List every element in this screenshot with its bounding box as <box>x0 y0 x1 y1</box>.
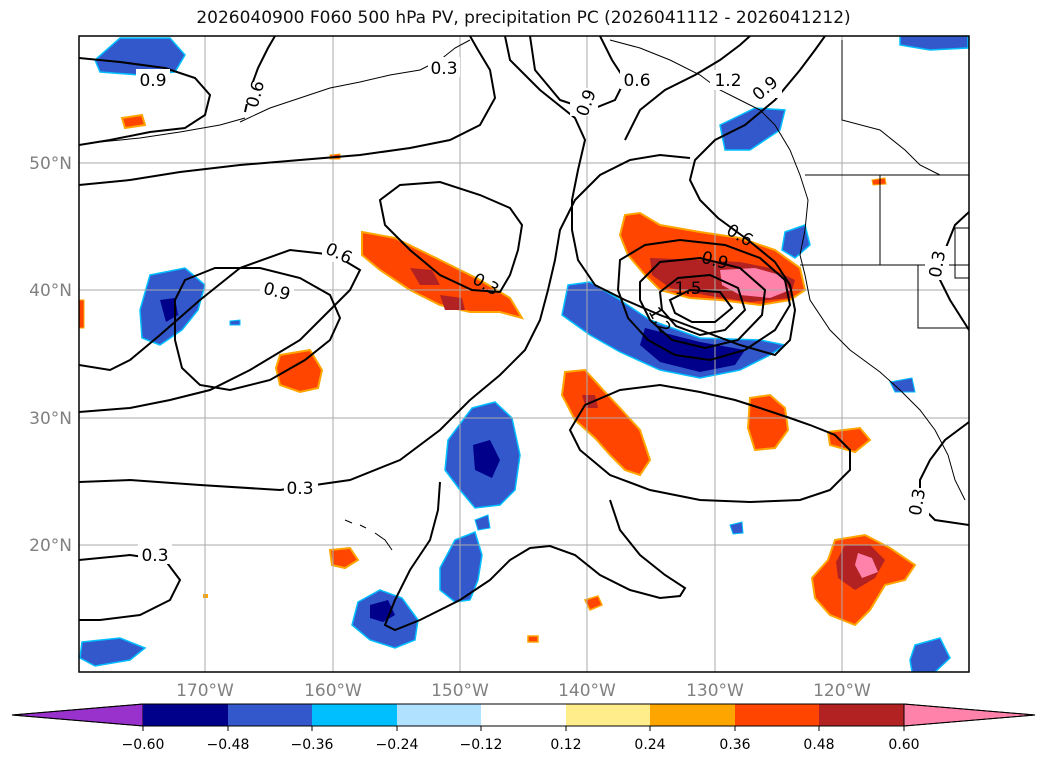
colorbar: −0.60 −0.48 −0.36 −0.24 −0.12 0.12 0.24 … <box>11 703 1036 753</box>
lat-label: 20°N <box>29 536 72 556</box>
axis-labels: 50°N 40°N 30°N 20°N 170°W 160°W 150°W 14… <box>29 154 871 701</box>
lon-label: 130°W <box>686 681 744 701</box>
contour-label: 0.3 <box>906 487 930 517</box>
colorbar-segment <box>397 704 481 726</box>
colorbar-tick-label: 0.12 <box>550 737 581 753</box>
lon-label: 120°W <box>813 681 871 701</box>
lat-label: 50°N <box>29 154 72 174</box>
gridlines <box>79 36 969 672</box>
contour-label: 0.3 <box>141 546 168 566</box>
lat-label: 30°N <box>29 409 72 429</box>
colorbar-extend-low <box>11 703 144 727</box>
colorbar-tick-label: −0.48 <box>207 737 250 753</box>
colorbar-segment <box>312 704 397 726</box>
map-area <box>79 36 969 672</box>
colorbar-segment <box>481 704 566 726</box>
colorbar-segment <box>735 704 819 726</box>
lon-label: 170°W <box>176 681 234 701</box>
negative-precip-shading <box>79 36 969 672</box>
lon-label: 140°W <box>558 681 616 701</box>
colorbar-tick-label: −0.12 <box>460 737 503 753</box>
colorbar-tick-label: 0.24 <box>634 737 665 753</box>
contour-label: 0.9 <box>139 71 166 91</box>
colorbar-segment <box>228 704 312 726</box>
lon-label: 150°W <box>431 681 489 701</box>
colorbar-tick-label: −0.24 <box>376 737 419 753</box>
colorbar-segment <box>819 704 904 726</box>
contour-label: 0.3 <box>286 479 313 499</box>
colorbar-extend-high <box>903 703 1036 727</box>
contour-label: 0.3 <box>926 249 950 279</box>
colorbar-segment <box>143 704 228 726</box>
colorbar-tick-label: 0.48 <box>803 737 834 753</box>
map-title: 2026040900 F060 500 hPa PV, precipitatio… <box>196 8 851 28</box>
lon-label: 160°W <box>304 681 362 701</box>
colorbar-tick-label: −0.36 <box>291 737 334 753</box>
contour-label: 0.6 <box>623 71 650 91</box>
colorbar-tick-label: −0.60 <box>122 737 165 753</box>
contour-label: 1.2 <box>714 71 741 91</box>
colorbar-tick-label: 0.36 <box>719 737 750 753</box>
colorbar-segment <box>566 704 650 726</box>
colorbar-tick-label: 0.60 <box>888 737 919 753</box>
colorbar-segment <box>650 704 735 726</box>
lat-label: 40°N <box>29 281 72 301</box>
contour-label: 1.5 <box>674 279 701 299</box>
map-frame <box>78 35 970 673</box>
contour-label: 0.3 <box>430 59 457 79</box>
